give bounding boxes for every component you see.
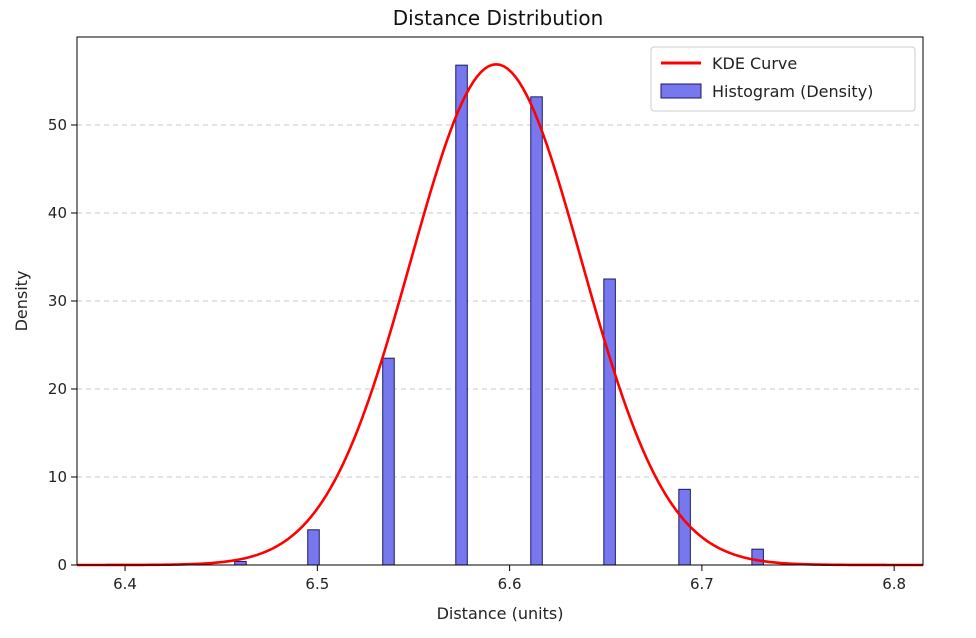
histogram-bars: [234, 64, 764, 566]
histogram-bar: [603, 278, 616, 566]
y-tick-label: 0: [57, 556, 67, 574]
histogram-bar: [382, 357, 395, 566]
x-tick-label: 6.4: [113, 575, 137, 593]
y-tick-label: 10: [48, 468, 67, 486]
x-tick-label: 6.8: [882, 575, 906, 593]
grid-lines: [77, 124, 923, 478]
histogram-bar: [455, 64, 468, 566]
y-axis-ticks: 0 10 20 30 40 50: [48, 116, 77, 574]
y-tick-label: 50: [48, 116, 67, 134]
chart-title: Distance Distribution: [393, 6, 604, 30]
histogram-bar: [678, 488, 691, 566]
legend: KDE Curve Histogram (Density): [650, 46, 916, 112]
y-axis-title: Density: [12, 271, 31, 332]
histogram-bar: [530, 96, 543, 566]
histogram-bar: [234, 560, 247, 566]
legend-kde-label: KDE Curve: [712, 54, 797, 73]
histogram-bar: [307, 529, 320, 566]
y-tick-label: 20: [48, 380, 67, 398]
x-tick-label: 6.5: [305, 575, 329, 593]
x-axis-title: Distance (units): [437, 604, 564, 623]
legend-box: [650, 46, 916, 112]
kde-curve-layer: [77, 62, 923, 567]
x-axis-ticks: 6.4 6.5 6.6 6.7 6.8: [113, 565, 906, 593]
y-tick-label: 40: [48, 204, 67, 222]
legend-histogram-swatch: [660, 83, 702, 99]
histogram-bar: [751, 548, 764, 566]
y-tick-label: 30: [48, 292, 67, 310]
x-tick-label: 6.7: [690, 575, 714, 593]
x-tick-label: 6.6: [498, 575, 522, 593]
kde-curve: [77, 62, 923, 567]
legend-histogram-label: Histogram (Density): [712, 82, 873, 101]
